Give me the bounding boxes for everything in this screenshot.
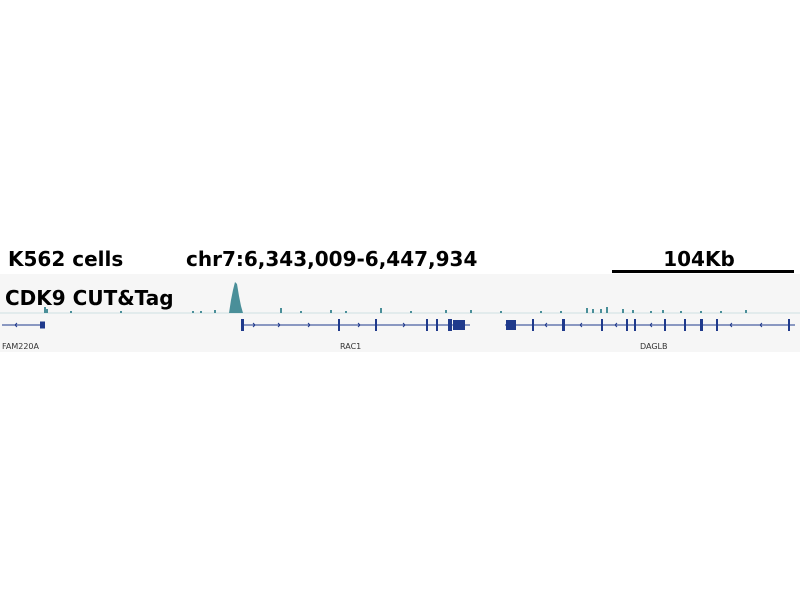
signal-bar xyxy=(586,308,588,313)
exon xyxy=(506,320,516,330)
signal-bar xyxy=(680,311,682,313)
signal-bar xyxy=(500,311,502,313)
exon xyxy=(601,319,603,331)
strand-arrows xyxy=(14,322,763,328)
signal-bar xyxy=(200,311,202,313)
signal-bar xyxy=(470,310,472,313)
scale-label: 104Kb xyxy=(663,247,735,271)
strand-arrow xyxy=(277,322,281,328)
strand-arrow xyxy=(614,322,618,328)
signal-bar xyxy=(214,310,216,313)
signal-bar xyxy=(560,311,562,313)
exon xyxy=(448,319,452,331)
signal-bar xyxy=(700,311,702,313)
signal-bar xyxy=(632,310,634,313)
exon xyxy=(788,319,790,331)
signal-bar xyxy=(600,309,602,313)
signal-bar xyxy=(622,309,624,313)
exon xyxy=(241,319,244,331)
exon xyxy=(338,319,340,331)
signal-bar xyxy=(46,309,48,313)
gene-track xyxy=(2,319,795,331)
exon xyxy=(684,319,686,331)
exon xyxy=(716,319,718,331)
exon xyxy=(375,319,377,331)
signal-bar xyxy=(300,311,302,313)
sample-label: K562 cells xyxy=(8,247,123,271)
exon xyxy=(562,319,565,331)
exon xyxy=(532,319,534,331)
exon xyxy=(453,320,465,330)
signal-bar xyxy=(70,311,72,313)
signal-bar xyxy=(345,311,347,313)
exon xyxy=(664,319,666,331)
exon xyxy=(634,319,636,331)
locus-label: chr7:6,343,009-6,447,934 xyxy=(186,247,477,271)
gene-label: DAGLB xyxy=(640,342,668,351)
exon xyxy=(40,321,45,329)
strand-arrow xyxy=(544,322,548,328)
signal-bar xyxy=(720,311,722,313)
strand-arrow xyxy=(729,322,733,328)
strand-arrow xyxy=(579,322,583,328)
exon xyxy=(700,319,703,331)
signal-bar xyxy=(745,310,747,313)
signal-peak xyxy=(229,282,243,313)
signal-small-peaks xyxy=(44,307,747,313)
exon xyxy=(436,319,438,331)
strand-arrow xyxy=(649,322,653,328)
strand-arrow xyxy=(759,322,763,328)
gene-label: FAM220A xyxy=(2,342,40,351)
signal-bar xyxy=(330,310,332,313)
strand-arrow xyxy=(14,322,18,328)
strand-arrow xyxy=(357,322,361,328)
signal-bar xyxy=(44,307,46,313)
track-name: CDK9 CUT&Tag xyxy=(5,286,174,310)
strand-arrow xyxy=(307,322,311,328)
signal-bar xyxy=(540,311,542,313)
exons xyxy=(14,319,790,331)
exon xyxy=(426,319,428,331)
signal-bar xyxy=(606,307,608,313)
signal-bar xyxy=(592,309,594,313)
strand-arrow xyxy=(402,322,406,328)
exon xyxy=(626,319,628,331)
signal-bar xyxy=(280,308,282,313)
signal-bar xyxy=(380,308,382,313)
signal-bar xyxy=(662,310,664,313)
signal-bar xyxy=(410,311,412,313)
signal-bar xyxy=(120,311,122,313)
signal-bar xyxy=(192,311,194,313)
gene-label: RAC1 xyxy=(340,342,361,351)
strand-arrow xyxy=(252,322,256,328)
signal-track xyxy=(0,282,800,314)
signal-bar xyxy=(650,311,652,313)
signal-bar xyxy=(445,310,447,313)
